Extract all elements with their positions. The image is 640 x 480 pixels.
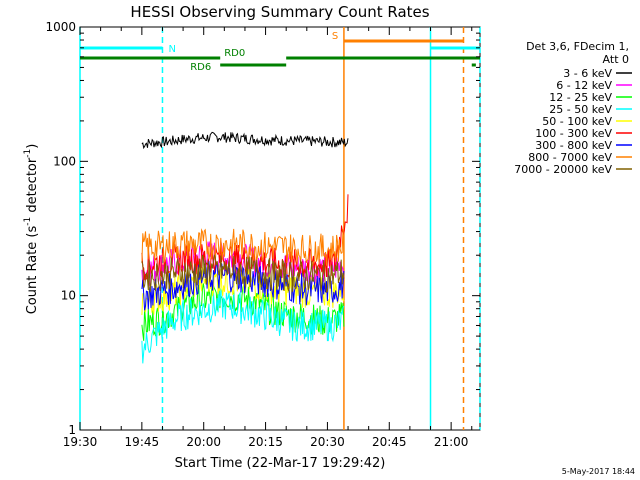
svg-text:Count Rate (s-1 detector-1): Count Rate (s-1 detector-1)	[23, 144, 40, 315]
flag-bar-label: RD6	[190, 62, 211, 73]
chart-title: HESSI Observing Summary Count Rates	[130, 3, 429, 21]
y-tick-label: 1000	[45, 20, 76, 34]
x-axis-label: Start Time (22-Mar-17 19:29:42)	[175, 456, 386, 471]
series-line	[141, 254, 345, 293]
x-tick-label: 19:45	[125, 435, 160, 449]
timestamp: 5-May-2017 18:44	[562, 467, 635, 476]
x-tick-label: 19:30	[63, 435, 98, 449]
x-tick-label: 20:15	[248, 435, 283, 449]
legend-entry-label: 12 - 25 keV	[549, 91, 612, 104]
x-tick-label: 20:00	[186, 435, 221, 449]
ylabel-mid: detector	[25, 157, 40, 217]
legend-entry-label: 6 - 12 keV	[556, 79, 612, 92]
series-line	[141, 228, 345, 268]
y-tick-label: 1	[68, 423, 76, 437]
series-line	[141, 287, 345, 364]
y-tick-label: 100	[53, 154, 76, 168]
legend-entry-label: 25 - 50 keV	[549, 103, 612, 116]
ylabel-main: Count Rate (s	[25, 226, 40, 315]
x-tick-label: 20:45	[372, 435, 407, 449]
ylabel-sup1: -1	[23, 217, 33, 226]
legend-entry-label: 800 - 7000 keV	[528, 151, 612, 164]
legend-header-line-1: Det 3,6, FDecim 1,	[526, 40, 629, 53]
legend-entry-label: 100 - 300 keV	[535, 127, 612, 140]
legend-entry-label: 50 - 100 keV	[542, 115, 612, 128]
plot-frame	[79, 26, 481, 431]
legend-entry-label: 7000 - 20000 keV	[514, 163, 612, 176]
ylabel-end: )	[25, 144, 40, 149]
x-tick-label: 21:00	[434, 435, 469, 449]
y-axis-label: Count Rate (s-1 detector-1)	[23, 144, 40, 315]
ylabel-sup2: -1	[23, 149, 33, 158]
flag-bar-label: N	[168, 44, 175, 55]
flag-bar-label: S	[332, 31, 338, 42]
legend-header-line-2: Att 0	[603, 53, 629, 66]
y-tick-label: 10	[61, 289, 76, 303]
x-tick-label: 20:30	[310, 435, 345, 449]
series-line	[141, 260, 345, 311]
legend-entry-label: 300 - 800 keV	[535, 139, 612, 152]
flag-bar-label: RD0	[224, 48, 245, 59]
series-line	[141, 131, 349, 150]
legend-entry-label: 3 - 6 keV	[563, 67, 612, 80]
